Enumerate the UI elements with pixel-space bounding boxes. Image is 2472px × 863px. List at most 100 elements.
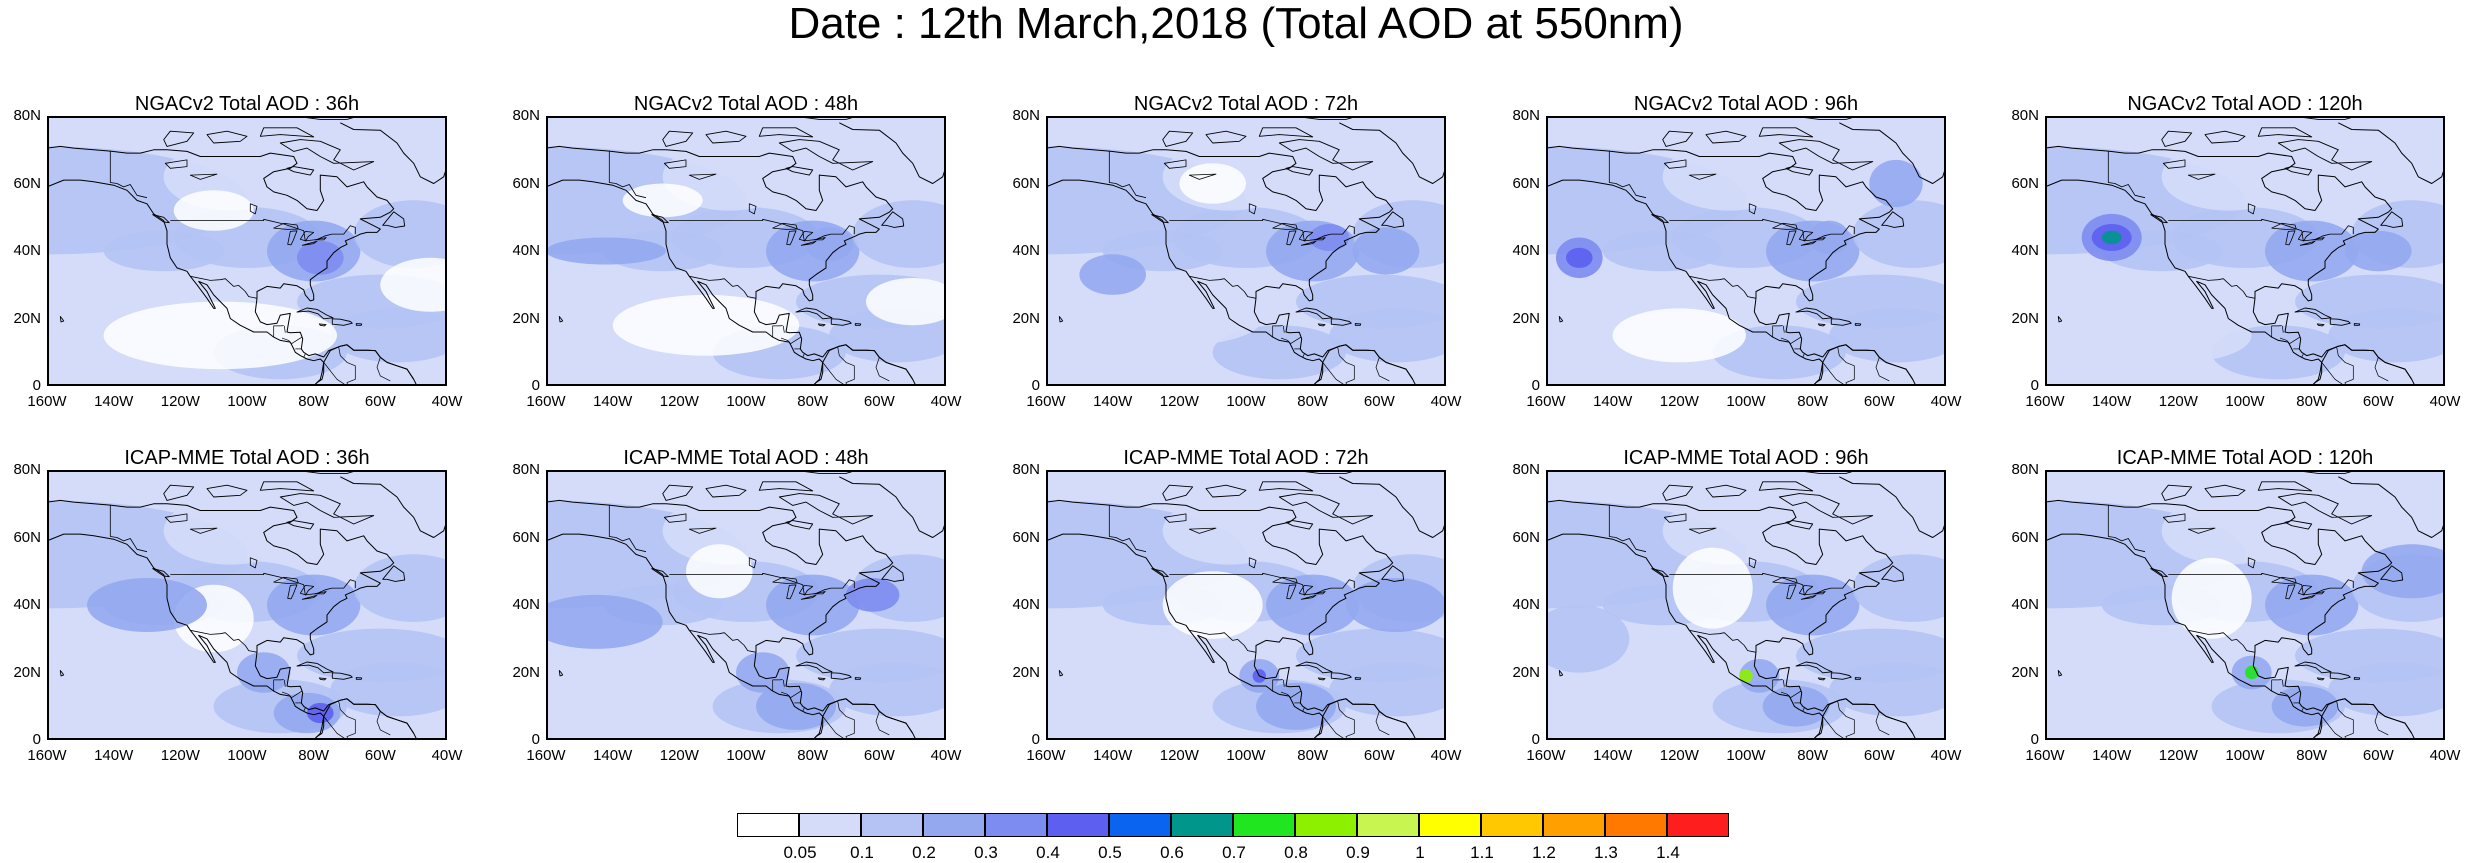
x-tick-label: 100W bbox=[1726, 747, 1766, 764]
country-border bbox=[1875, 357, 1890, 382]
y-tick-label: 60N bbox=[1512, 174, 1540, 192]
x-tick-label: 40W bbox=[431, 747, 463, 764]
island-outline bbox=[1830, 318, 1852, 326]
island-outline bbox=[296, 661, 334, 674]
island-outline bbox=[59, 670, 65, 677]
country-border bbox=[837, 347, 855, 384]
lake-outline bbox=[748, 203, 757, 215]
lake-outline bbox=[1163, 159, 1187, 169]
island-outline bbox=[795, 307, 833, 320]
x-tick-label: 100W bbox=[227, 393, 267, 410]
y-tick-label: 40N bbox=[1512, 596, 1540, 613]
lake-outline bbox=[800, 240, 817, 246]
island-outline bbox=[305, 118, 354, 120]
x-tick-label: 160W bbox=[1026, 393, 1066, 410]
lake-outline bbox=[1298, 585, 1314, 596]
island-outline bbox=[152, 568, 170, 578]
y-tick-label: 80N bbox=[1512, 107, 1540, 124]
island-outline bbox=[804, 118, 853, 120]
country-border bbox=[273, 325, 284, 338]
lake-outline bbox=[249, 203, 258, 215]
x-tick-label: 60W bbox=[1863, 393, 1895, 410]
island-outline bbox=[2353, 677, 2361, 680]
island-outline bbox=[1804, 472, 1853, 474]
country-border bbox=[281, 336, 303, 345]
country-border bbox=[190, 629, 258, 653]
lake-outline bbox=[314, 591, 327, 595]
aod-map bbox=[49, 472, 445, 738]
aod-map bbox=[548, 472, 944, 738]
x-tick-label: 160W bbox=[1526, 393, 1566, 410]
lake-outline bbox=[2162, 159, 2186, 169]
country-border bbox=[875, 711, 890, 736]
country-border bbox=[1272, 325, 1283, 338]
country-border bbox=[2271, 679, 2282, 692]
country-border bbox=[1772, 325, 1783, 338]
panel-title: NGACv2 Total AOD : 36h bbox=[134, 93, 360, 115]
country-border bbox=[1280, 336, 1302, 345]
island-outline bbox=[2294, 661, 2332, 674]
island-outline bbox=[1817, 677, 1826, 681]
x-tick-label: 120W bbox=[1659, 747, 1699, 764]
country-border bbox=[376, 357, 391, 382]
island-outline bbox=[817, 323, 826, 327]
country-border bbox=[1322, 716, 1344, 738]
aod-map bbox=[1548, 118, 1944, 384]
map-plot-area bbox=[47, 116, 447, 386]
country-border bbox=[1337, 701, 1355, 738]
island-outline bbox=[1304, 472, 1353, 474]
lake-outline bbox=[1813, 237, 1826, 241]
lake-outline bbox=[2299, 240, 2316, 246]
country-border bbox=[1782, 679, 1785, 687]
island-outline bbox=[795, 661, 833, 674]
island-outline bbox=[1381, 211, 1405, 228]
colorbar-swatch bbox=[923, 813, 985, 837]
panel-title: ICAP-MME Total AOD : 48h bbox=[623, 447, 869, 469]
island-outline bbox=[1785, 166, 1814, 176]
country-border bbox=[1189, 275, 1257, 299]
aod-region bbox=[1829, 662, 1944, 717]
colorbar-swatch bbox=[1171, 813, 1233, 837]
aod-region bbox=[1762, 686, 1830, 727]
lake-outline bbox=[189, 527, 218, 534]
country-border bbox=[283, 325, 286, 333]
colorbar-label: 1.3 bbox=[1594, 843, 1618, 862]
coastline bbox=[2047, 145, 2393, 302]
aod-region bbox=[1162, 497, 1296, 565]
panel-title: NGACv2 Total AOD : 48h bbox=[633, 93, 859, 115]
country-border bbox=[303, 353, 306, 358]
island-outline bbox=[2161, 484, 2193, 501]
lake-outline bbox=[813, 237, 826, 241]
lake-outline bbox=[1300, 240, 1317, 246]
lake-outline bbox=[1272, 222, 1298, 230]
lake-outline bbox=[2162, 513, 2186, 523]
lake-outline bbox=[2247, 203, 2256, 215]
country-border bbox=[1282, 679, 1285, 687]
country-border bbox=[1608, 505, 1647, 553]
map-plot-area bbox=[546, 116, 946, 386]
country-border bbox=[1189, 629, 1257, 653]
coastline bbox=[2338, 122, 2443, 184]
x-tick-label: 120W bbox=[1159, 393, 1199, 410]
island-outline bbox=[1285, 166, 1314, 176]
island-outline bbox=[1330, 672, 1352, 680]
x-tick-label: 60W bbox=[2362, 747, 2394, 764]
x-tick-label: 40W bbox=[431, 393, 463, 410]
coastline bbox=[813, 698, 916, 738]
island-outline bbox=[785, 520, 814, 530]
x-tick-label: 80W bbox=[1297, 747, 1329, 764]
x-tick-label: 160W bbox=[27, 393, 67, 410]
lake-outline bbox=[1748, 203, 1757, 215]
x-tick-label: 40W bbox=[1930, 747, 1962, 764]
x-tick-label: 160W bbox=[1526, 747, 1566, 764]
aod-region bbox=[548, 686, 646, 727]
island-outline bbox=[1295, 307, 1333, 320]
aod-region bbox=[1266, 574, 1360, 636]
country-border bbox=[782, 325, 785, 333]
y-tick-label: 80N bbox=[1012, 107, 1040, 124]
island-outline bbox=[1881, 565, 1905, 582]
x-tick-label: 100W bbox=[2225, 747, 2265, 764]
lake-outline bbox=[287, 584, 298, 600]
country-border bbox=[2301, 353, 2304, 358]
y-tick-label: 80N bbox=[2011, 107, 2039, 124]
